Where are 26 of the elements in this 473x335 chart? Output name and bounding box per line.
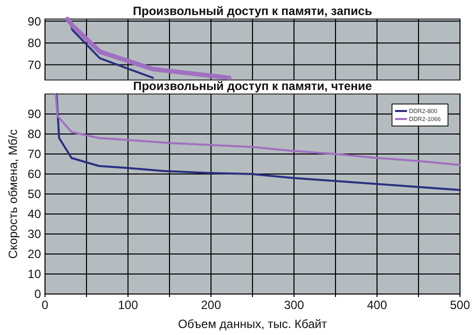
y-tick-label: 80 [28,127,42,142]
y-tick-label: 40 [28,207,42,222]
x-tick-label: 300 [284,298,304,312]
y-tick-label: 50 [28,187,42,202]
y-tick-label: 60 [28,167,42,182]
y-tick-label: 90 [28,107,42,122]
line-series [65,16,232,80]
x-tick-label: 500 [450,298,470,312]
x-tick-label: 100 [118,298,138,312]
line-series [68,18,154,79]
x-axis-title: Объем данных, тыс. Кбайт [178,317,328,331]
chart-title: Произвольный доступ к памяти, запись [132,4,372,18]
y-tick-label: 0 [34,287,42,302]
line-series [56,93,461,191]
y-tick-label: 20 [28,247,42,262]
y-tick-label: 90 [28,14,42,28]
y-axis-title: Скорость обмена, Мб/с [6,129,20,259]
x-tick-label: 200 [200,298,222,312]
line-series [54,93,461,166]
chart-title: Произвольный доступ к памяти, чтение [133,79,372,93]
y-tick-label: 70 [28,58,42,72]
y-tick-label: 80 [28,36,42,50]
y-tick-label: 70 [28,147,42,162]
y-tick-label: 30 [28,227,42,242]
x-tick-label: 400 [366,298,388,312]
y-tick-label: 10 [28,267,42,282]
